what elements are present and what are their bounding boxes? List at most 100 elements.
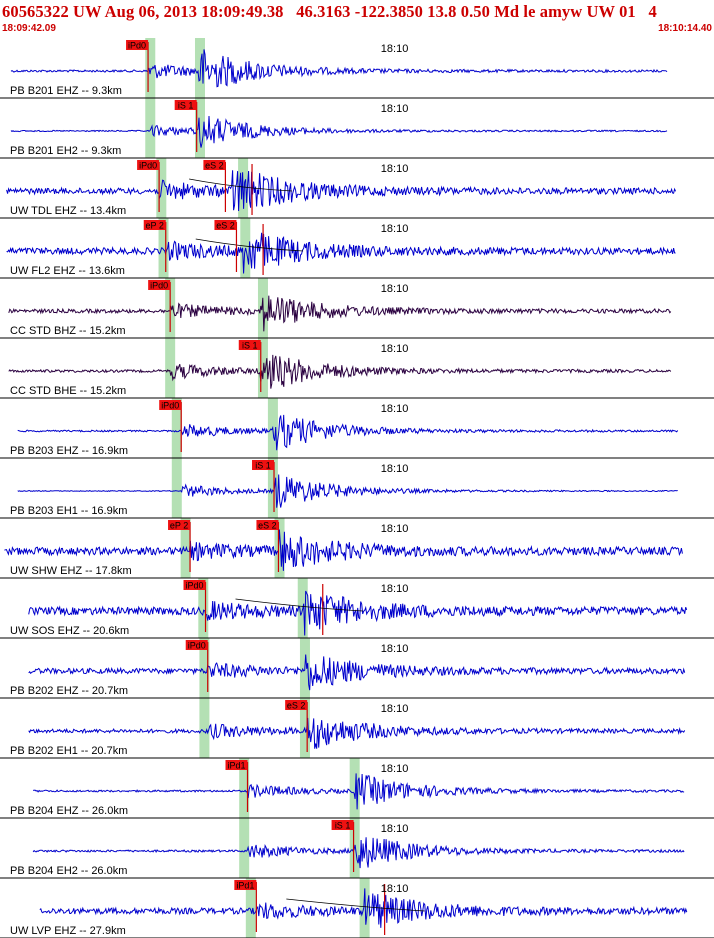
pick-label-box bbox=[174, 100, 197, 110]
coda-curve bbox=[235, 598, 363, 612]
pick-label-box bbox=[143, 220, 166, 230]
station-label: CC STD BHZ -- 15.2km bbox=[10, 325, 126, 337]
pick-label: eP 2 bbox=[146, 221, 164, 231]
coda-curve bbox=[189, 178, 293, 192]
record-header: 60565322 UW Aug 06, 2013 18:09:49.38 46.… bbox=[0, 0, 714, 38]
start-time-label: 18:09:42.09 bbox=[2, 23, 56, 34]
pick-label: iPd0 bbox=[128, 41, 146, 51]
p-prediction-band bbox=[165, 338, 176, 398]
end-time-label: 18:10:14.40 bbox=[658, 23, 712, 34]
minute-tick-label: 18:10 bbox=[381, 223, 409, 235]
minute-tick-label: 18:10 bbox=[381, 523, 409, 535]
s-prediction-band bbox=[274, 518, 285, 578]
station-label: PB B203 EH1 -- 16.9km bbox=[10, 505, 127, 517]
minute-tick-label: 18:10 bbox=[381, 43, 409, 55]
pick-label-box bbox=[256, 520, 279, 530]
waveform-trace bbox=[28, 590, 688, 636]
pick-label-box bbox=[203, 160, 226, 170]
coda-curve bbox=[286, 898, 425, 912]
minute-tick-label: 18:10 bbox=[381, 643, 409, 655]
station-label: PB B201 EHZ -- 9.3km bbox=[10, 85, 122, 97]
pick-label: iPd0 bbox=[186, 581, 204, 591]
p-prediction-band bbox=[145, 38, 156, 98]
station-label: PB B201 EH2 -- 9.3km bbox=[10, 145, 121, 157]
s-prediction-band bbox=[359, 878, 370, 938]
p-prediction-band bbox=[145, 98, 156, 158]
p-prediction-band bbox=[239, 818, 250, 878]
event-title: 60565322 UW Aug 06, 2013 18:09:49.38 46.… bbox=[2, 2, 657, 21]
waveform-trace bbox=[33, 773, 685, 810]
waveform-trace bbox=[10, 115, 668, 148]
station-label: PB B204 EHZ -- 26.0km bbox=[10, 805, 128, 817]
waveform-trace bbox=[28, 717, 686, 749]
pick-label-box bbox=[331, 820, 354, 830]
station-label: PB B204 EH2 -- 26.0km bbox=[10, 865, 127, 877]
pick-label-box bbox=[185, 640, 208, 650]
label-group: iPd0 18:10 PB B201 EHZ -- 9.3km iS 1 18:10 PB… bbox=[0, 40, 714, 938]
pick-label-box bbox=[252, 460, 275, 470]
pick-label: iPd0 bbox=[161, 401, 179, 411]
station-label: UW LVP EHZ -- 27.9km bbox=[10, 925, 126, 937]
pick-label: eP 2 bbox=[170, 521, 188, 531]
minute-tick-label: 18:10 bbox=[381, 163, 409, 175]
waveform-trace bbox=[32, 837, 685, 869]
pick-label-box bbox=[126, 40, 149, 50]
s-prediction-band bbox=[349, 758, 360, 818]
minute-tick-label: 18:10 bbox=[381, 403, 409, 415]
waveform-trace bbox=[10, 49, 668, 88]
waveform-trace bbox=[6, 170, 677, 212]
s-prediction-band bbox=[257, 338, 268, 398]
station-label: CC STD BHE -- 15.2km bbox=[10, 385, 126, 397]
pick-label: iS 1 bbox=[335, 821, 351, 831]
pick-label: iS 1 bbox=[242, 341, 258, 351]
minute-tick-label: 18:10 bbox=[381, 463, 409, 475]
station-label: UW TDL EHZ -- 13.4km bbox=[10, 205, 126, 217]
pick-label-box bbox=[168, 520, 191, 530]
pick-label-box bbox=[137, 160, 160, 170]
seismogram-plot[interactable]: iPd0 18:10 PB B201 EHZ -- 9.3km iS 1 18:10 PB… bbox=[0, 38, 714, 938]
minute-tick-label: 18:10 bbox=[381, 823, 409, 835]
pick-label-box bbox=[285, 700, 308, 710]
pick-label: iS 1 bbox=[255, 461, 271, 471]
p-prediction-band bbox=[198, 578, 209, 638]
waveform-trace bbox=[8, 354, 672, 389]
p-prediction-band bbox=[171, 458, 182, 518]
waveform-trace bbox=[4, 529, 683, 571]
pick-label: iPd0 bbox=[188, 641, 206, 651]
station-label: PB B202 EH1 -- 20.7km bbox=[10, 745, 127, 757]
pick-label-box bbox=[183, 580, 206, 590]
station-label: UW SOS EHZ -- 20.6km bbox=[10, 625, 129, 637]
minute-tick-label: 18:10 bbox=[381, 103, 409, 115]
prediction-bands bbox=[145, 38, 370, 938]
waveform-trace bbox=[17, 414, 679, 451]
p-prediction-band bbox=[171, 398, 182, 458]
p-prediction-band bbox=[158, 218, 169, 278]
p-prediction-band bbox=[180, 518, 191, 578]
s-prediction-band bbox=[194, 38, 205, 98]
pick-label-box bbox=[234, 880, 257, 890]
p-prediction-band bbox=[245, 878, 256, 938]
pick-label-box bbox=[159, 400, 182, 410]
waveform-trace bbox=[6, 232, 676, 274]
pick-label-box bbox=[238, 340, 261, 350]
pick-label: iPd0 bbox=[150, 281, 168, 291]
minute-tick-label: 18:10 bbox=[381, 343, 409, 355]
pick-label: iPd0 bbox=[139, 161, 157, 171]
station-label: UW FL2 EHZ -- 13.6km bbox=[10, 265, 125, 277]
minute-tick-label: 18:10 bbox=[381, 883, 409, 895]
pick-label: eS 2 bbox=[216, 221, 235, 231]
minute-tick-label: 18:10 bbox=[381, 283, 409, 295]
pick-label-box bbox=[225, 760, 248, 770]
pick-label: eS 2 bbox=[287, 701, 306, 711]
station-label: PB B203 EHZ -- 16.9km bbox=[10, 445, 128, 457]
pick-label: eS 2 bbox=[258, 521, 277, 531]
pick-label: iS 1 bbox=[178, 101, 194, 111]
waveform-trace bbox=[28, 654, 686, 691]
waveform-trace bbox=[17, 474, 678, 508]
pick-label-box bbox=[214, 220, 237, 230]
minute-tick-label: 18:10 bbox=[381, 583, 409, 595]
waveform-trace bbox=[8, 295, 672, 332]
minute-tick-label: 18:10 bbox=[381, 703, 409, 715]
s-prediction-band bbox=[194, 98, 205, 158]
p-prediction-band bbox=[199, 698, 210, 758]
